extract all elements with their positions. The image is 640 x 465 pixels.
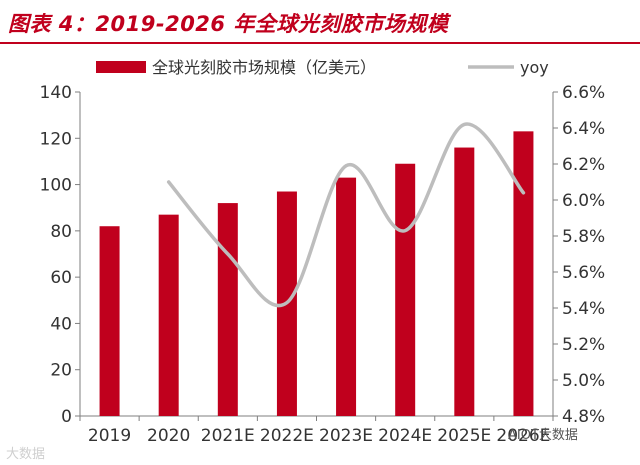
x-tick-label: 2020 — [147, 426, 190, 446]
watermark-left: 大数据 — [6, 447, 46, 462]
bar — [513, 131, 534, 417]
y-left-tick-label: 20 — [50, 361, 72, 381]
x-tick-label: 2019 — [88, 426, 131, 446]
y-right-tick-label: 5.2% — [562, 335, 605, 355]
x-tick-label: 2022E — [260, 426, 314, 446]
y-right-tick-label: 5.6% — [562, 263, 605, 283]
x-tick-label: 2023E — [319, 426, 373, 446]
legend-bar-label: 全球光刻胶市场规模（亿美元） — [152, 58, 376, 77]
x-tick-label: 2024E — [378, 426, 432, 446]
y-right-tick-label: 4.8% — [562, 407, 605, 427]
title-rule — [0, 42, 640, 44]
y-right-tick-label: 6.2% — [562, 155, 605, 175]
bar — [158, 214, 179, 416]
x-tick-label: 2025E — [437, 426, 491, 446]
x-tick-label: 2021E — [201, 426, 255, 446]
bar — [454, 147, 475, 417]
y-right-tick-label: 6.0% — [562, 191, 605, 211]
bar — [336, 177, 357, 416]
y-left-tick-label: 80 — [50, 222, 72, 242]
y-right-tick-label: 6.6% — [562, 83, 605, 103]
y-right-tick-label: 6.4% — [562, 119, 605, 139]
watermark-right: AIOT大数据 — [508, 428, 578, 443]
y-left-tick-label: 140 — [40, 83, 72, 103]
x-tick-label: 2026E — [496, 426, 550, 446]
legend-line-label: yoy — [520, 58, 549, 77]
bar — [217, 203, 238, 416]
y-left-tick-label: 100 — [40, 176, 72, 196]
figure-header: 图表 4：2019-2026 年全球光刻胶市场规模 — [0, 0, 640, 46]
y-right-tick-label: 5.4% — [562, 299, 605, 319]
y-right-tick-label: 5.8% — [562, 227, 605, 247]
y-left-tick-label: 120 — [40, 129, 72, 149]
y-left-tick-label: 40 — [50, 314, 72, 334]
legend-bar-swatch — [96, 61, 146, 73]
yoy-line — [166, 122, 526, 308]
y-left-tick-label: 0 — [61, 407, 72, 427]
figure-title: 图表 4：2019-2026 年全球光刻胶市场规模 — [8, 12, 449, 36]
y-right-tick-label: 5.0% — [562, 371, 605, 391]
bar — [99, 226, 120, 416]
y-left-tick-label: 60 — [50, 268, 72, 288]
bar — [395, 163, 416, 416]
